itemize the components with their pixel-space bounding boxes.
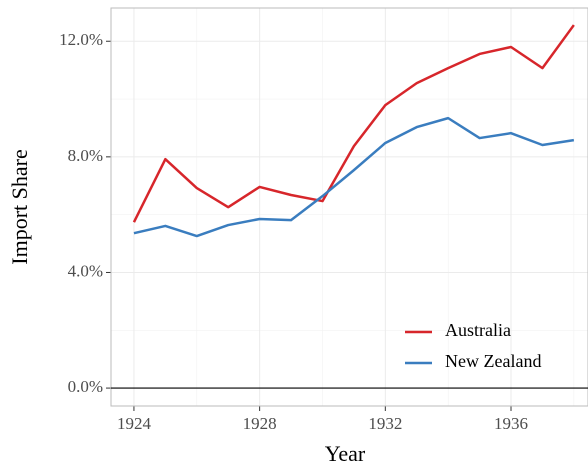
- x-tick-label: 1932: [368, 414, 402, 433]
- x-axis-label: Year: [325, 441, 366, 466]
- x-tick-label: 1924: [117, 414, 152, 433]
- y-tick-label: 0.0%: [68, 377, 103, 396]
- y-tick-label: 12.0%: [59, 30, 103, 49]
- y-tick-label: 8.0%: [68, 146, 103, 165]
- legend-label: Australia: [445, 320, 511, 340]
- legend-label: New Zealand: [445, 351, 541, 371]
- panel-border: [110, 7, 588, 407]
- y-tick-label: 4.0%: [68, 261, 103, 280]
- y-axis-label: Import Share: [7, 149, 32, 264]
- x-tick-label: 1936: [494, 414, 528, 433]
- x-tick-label: 1928: [243, 414, 277, 433]
- line-series: [132, 24, 575, 223]
- line-series: [133, 116, 575, 238]
